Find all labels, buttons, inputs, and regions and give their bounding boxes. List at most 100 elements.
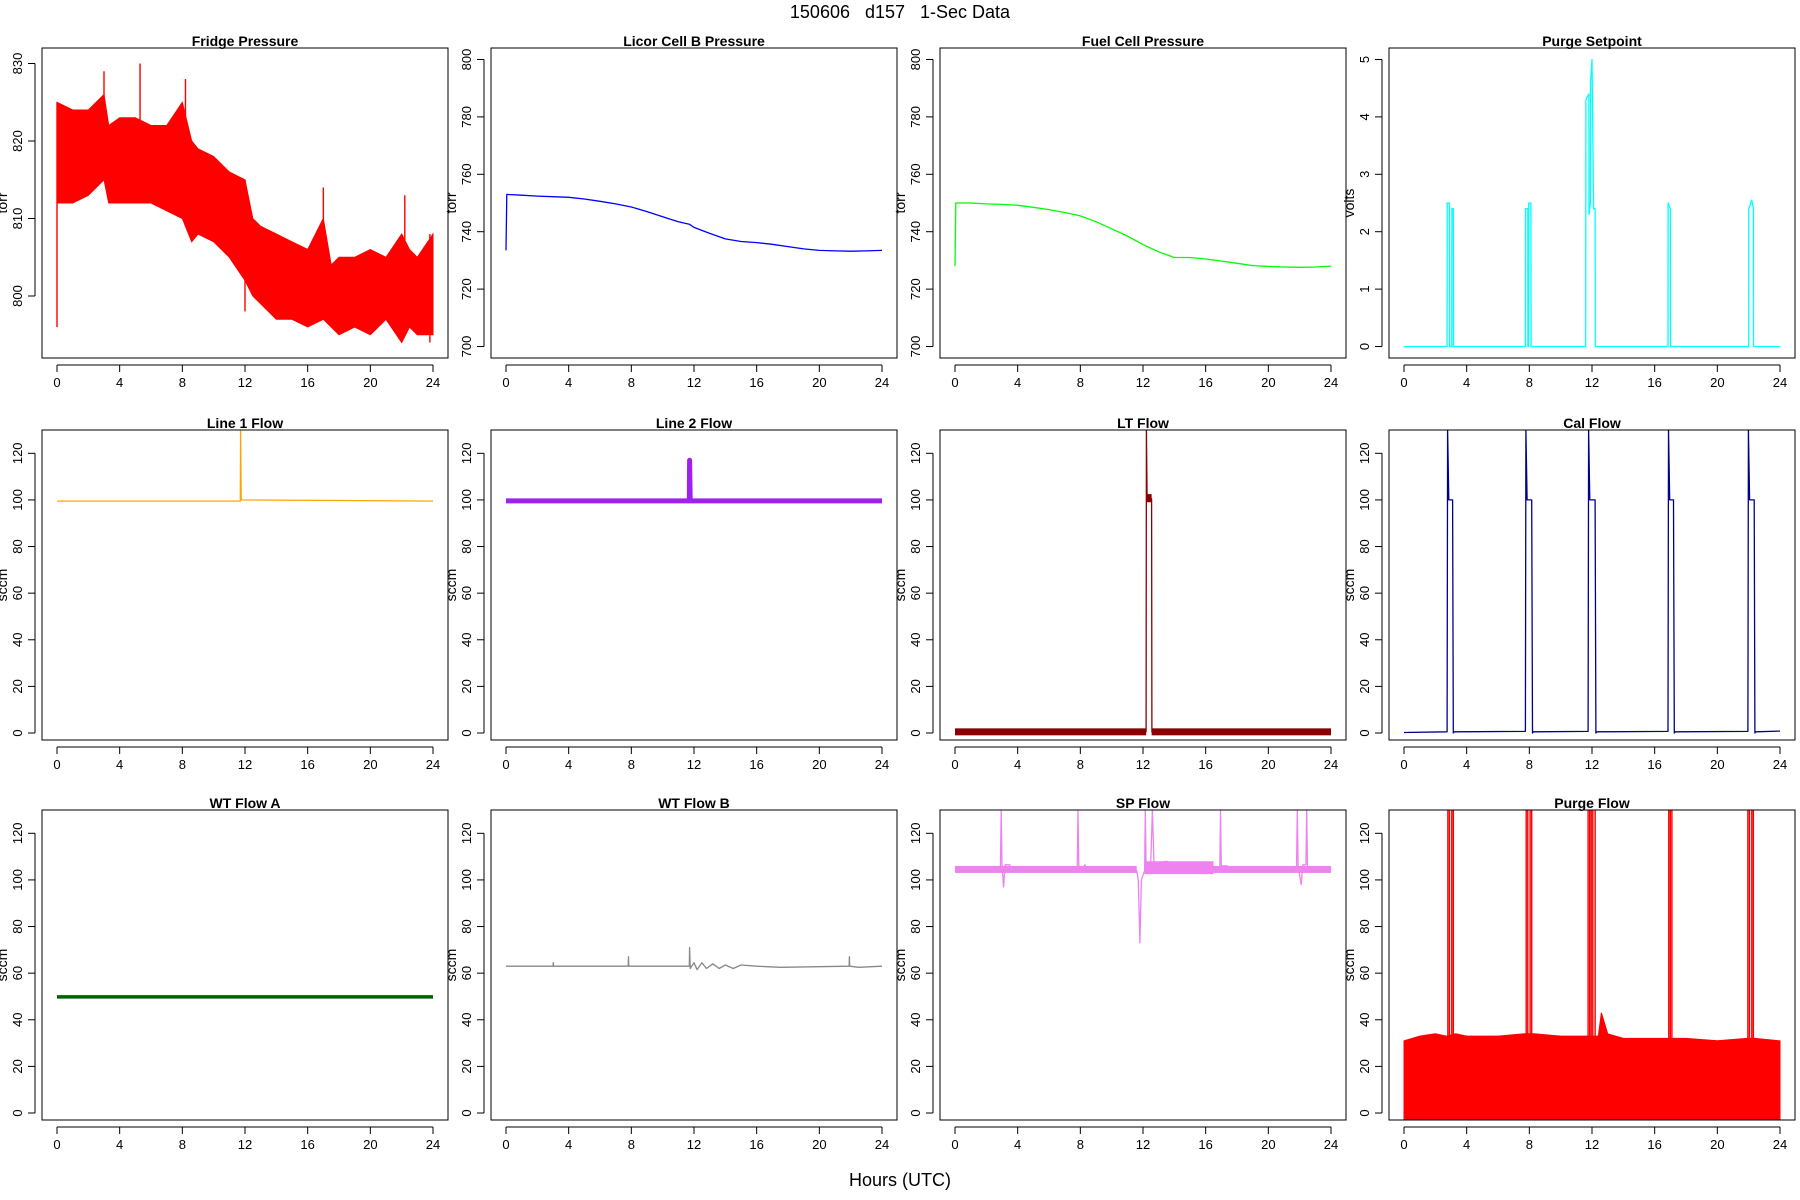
x-tick-label: 16	[1647, 757, 1661, 772]
x-tick-label: 8	[1077, 757, 1084, 772]
lt-flow-chart: 0 4 8 12 16 20 24 0 20 40 60 80 100 120 sccm LT Flow	[892, 415, 1347, 772]
y-tick-label: 3	[1357, 171, 1372, 178]
y-tick-label: 120	[459, 822, 474, 844]
y-tick-label: 120	[1357, 822, 1372, 844]
x-tick-label: 4	[1014, 375, 1021, 390]
fuel-cell-pressure-plot-frame	[939, 47, 1347, 359]
purge-setpoint-title: Purge Setpoint	[1542, 33, 1642, 49]
cal-flow-title: Cal Flow	[1563, 415, 1621, 431]
licor-cell-b-pressure-plot-frame	[490, 47, 898, 359]
y-tick-label: 40	[459, 1013, 474, 1027]
x-tick-label: 0	[53, 375, 60, 390]
x-tick-label: 8	[628, 375, 635, 390]
x-tick-label: 20	[1261, 1137, 1275, 1152]
line-2-flow-y-axis-label: sccm	[443, 569, 459, 602]
y-tick-label: 80	[459, 919, 474, 933]
x-tick-label: 4	[1463, 757, 1470, 772]
x-tick-label: 12	[1585, 375, 1599, 390]
y-tick-label: 60	[1357, 586, 1372, 600]
x-tick-label: 20	[363, 757, 377, 772]
x-tick-label: 24	[426, 375, 440, 390]
y-tick-label: 60	[908, 586, 923, 600]
licor-cell-b-pressure-chart: 0 4 8 12 16 20 24 700 720 740 760 780 800 torr Licor C…	[443, 33, 898, 390]
y-tick-label: 4	[1357, 113, 1372, 120]
purge-setpoint-y-axis-label: volts	[1341, 189, 1357, 218]
y-tick-label: 20	[10, 679, 25, 693]
wt-flow-a-plot-frame	[41, 809, 449, 1121]
fuel-cell-pressure-chart: 0 4 8 12 16 20 24 700 720 740 760 780 800 torr Fuel Ce…	[892, 33, 1347, 390]
purge-flow-plot-area	[1403, 810, 1781, 1120]
y-tick-label: 20	[1357, 679, 1372, 693]
x-tick-label: 8	[1526, 1137, 1533, 1152]
x-tick-label: 8	[628, 757, 635, 772]
x-tick-label: 16	[1647, 375, 1661, 390]
x-tick-label: 24	[1773, 1137, 1787, 1152]
cal-flow-plot-area	[1403, 430, 1781, 734]
y-tick-label: 80	[908, 539, 923, 553]
x-tick-label: 8	[179, 1137, 186, 1152]
y-tick-label: 0	[1357, 729, 1372, 736]
y-tick-label: 100	[1357, 489, 1372, 511]
lt-flow-y-axis: 0 20 40 60 80 100 120	[908, 442, 934, 737]
y-tick-label: 20	[459, 1059, 474, 1073]
x-tick-label: 4	[116, 375, 123, 390]
cal-flow-series-line	[1403, 430, 1781, 734]
line-1-flow-y-axis-label: sccm	[0, 569, 10, 602]
fridge-pressure-title: Fridge Pressure	[192, 33, 299, 49]
lt-flow-title: LT Flow	[1117, 415, 1169, 431]
x-axis-label: Hours (UTC)	[849, 1170, 951, 1190]
y-tick-label: 120	[908, 442, 923, 464]
licor-cell-b-pressure-y-axis: 700 720 740 760 780 800	[459, 49, 485, 357]
fuel-cell-pressure-series-line	[954, 202, 1332, 268]
wt-flow-a-title: WT Flow A	[209, 795, 280, 811]
y-tick-label: 100	[908, 869, 923, 891]
x-tick-label: 24	[875, 757, 889, 772]
line-2-flow-plot-area	[506, 457, 882, 504]
x-tick-label: 24	[875, 375, 889, 390]
fuel-cell-pressure-plot-area	[954, 202, 1332, 268]
x-tick-label: 24	[1324, 757, 1338, 772]
y-tick-label: 780	[908, 106, 923, 128]
y-tick-label: 0	[10, 729, 25, 736]
x-tick-label: 0	[502, 757, 509, 772]
line-2-flow-y-axis: 0 20 40 60 80 100 120	[459, 442, 485, 737]
fuel-cell-pressure-title: Fuel Cell Pressure	[1082, 33, 1204, 49]
x-tick-label: 12	[1585, 757, 1599, 772]
sp-flow-x-axis: 0 4 8 12 16 20 24	[951, 1126, 1338, 1152]
purge-setpoint-plot-frame	[1388, 47, 1796, 359]
y-tick-label: 800	[459, 49, 474, 71]
x-tick-label: 4	[1014, 1137, 1021, 1152]
x-tick-label: 16	[300, 1137, 314, 1152]
y-tick-label: 40	[908, 633, 923, 647]
figure-title: 150606 d157 1-Sec Data	[789, 2, 1011, 22]
fuel-cell-pressure-y-axis: 700 720 740 760 780 800	[908, 49, 934, 357]
y-tick-label: 80	[1357, 539, 1372, 553]
licor-cell-b-pressure-plot-area	[505, 193, 883, 252]
lt-flow-y-axis-label: sccm	[892, 569, 908, 602]
x-tick-label: 24	[1773, 757, 1787, 772]
line-2-flow-series-line	[506, 457, 882, 504]
x-tick-label: 12	[1136, 375, 1150, 390]
fridge-pressure-chart: 0 4 8 12 16 20 24 800 810 820 830 torr Fridge Pressu…	[0, 33, 449, 390]
y-tick-label: 40	[10, 633, 25, 647]
x-tick-label: 16	[300, 375, 314, 390]
y-tick-label: 100	[908, 489, 923, 511]
y-tick-label: 20	[908, 679, 923, 693]
y-tick-label: 80	[908, 919, 923, 933]
x-tick-label: 20	[1710, 1137, 1724, 1152]
x-tick-label: 20	[812, 375, 826, 390]
line-1-flow-plot-area	[57, 430, 434, 502]
wt-flow-b-plot-frame	[490, 809, 898, 1121]
y-tick-label: 20	[10, 1059, 25, 1073]
y-tick-label: 120	[459, 442, 474, 464]
sp-flow-plot-frame	[939, 809, 1347, 1121]
purge-flow-plot-frame	[1388, 809, 1796, 1121]
line-2-flow-chart: 0 4 8 12 16 20 24 0 20 40 60 80 100 120 sccm Line 2 Flo…	[443, 415, 898, 772]
y-tick-label: 760	[908, 163, 923, 185]
line-2-flow-x-axis: 0 4 8 12 16 20 24	[502, 746, 889, 772]
x-tick-label: 0	[1400, 1137, 1407, 1152]
line-2-flow-plot-frame	[490, 429, 898, 741]
y-tick-label: 0	[1357, 343, 1372, 350]
line-1-flow-title: Line 1 Flow	[207, 415, 283, 431]
y-tick-label: 0	[459, 1109, 474, 1116]
